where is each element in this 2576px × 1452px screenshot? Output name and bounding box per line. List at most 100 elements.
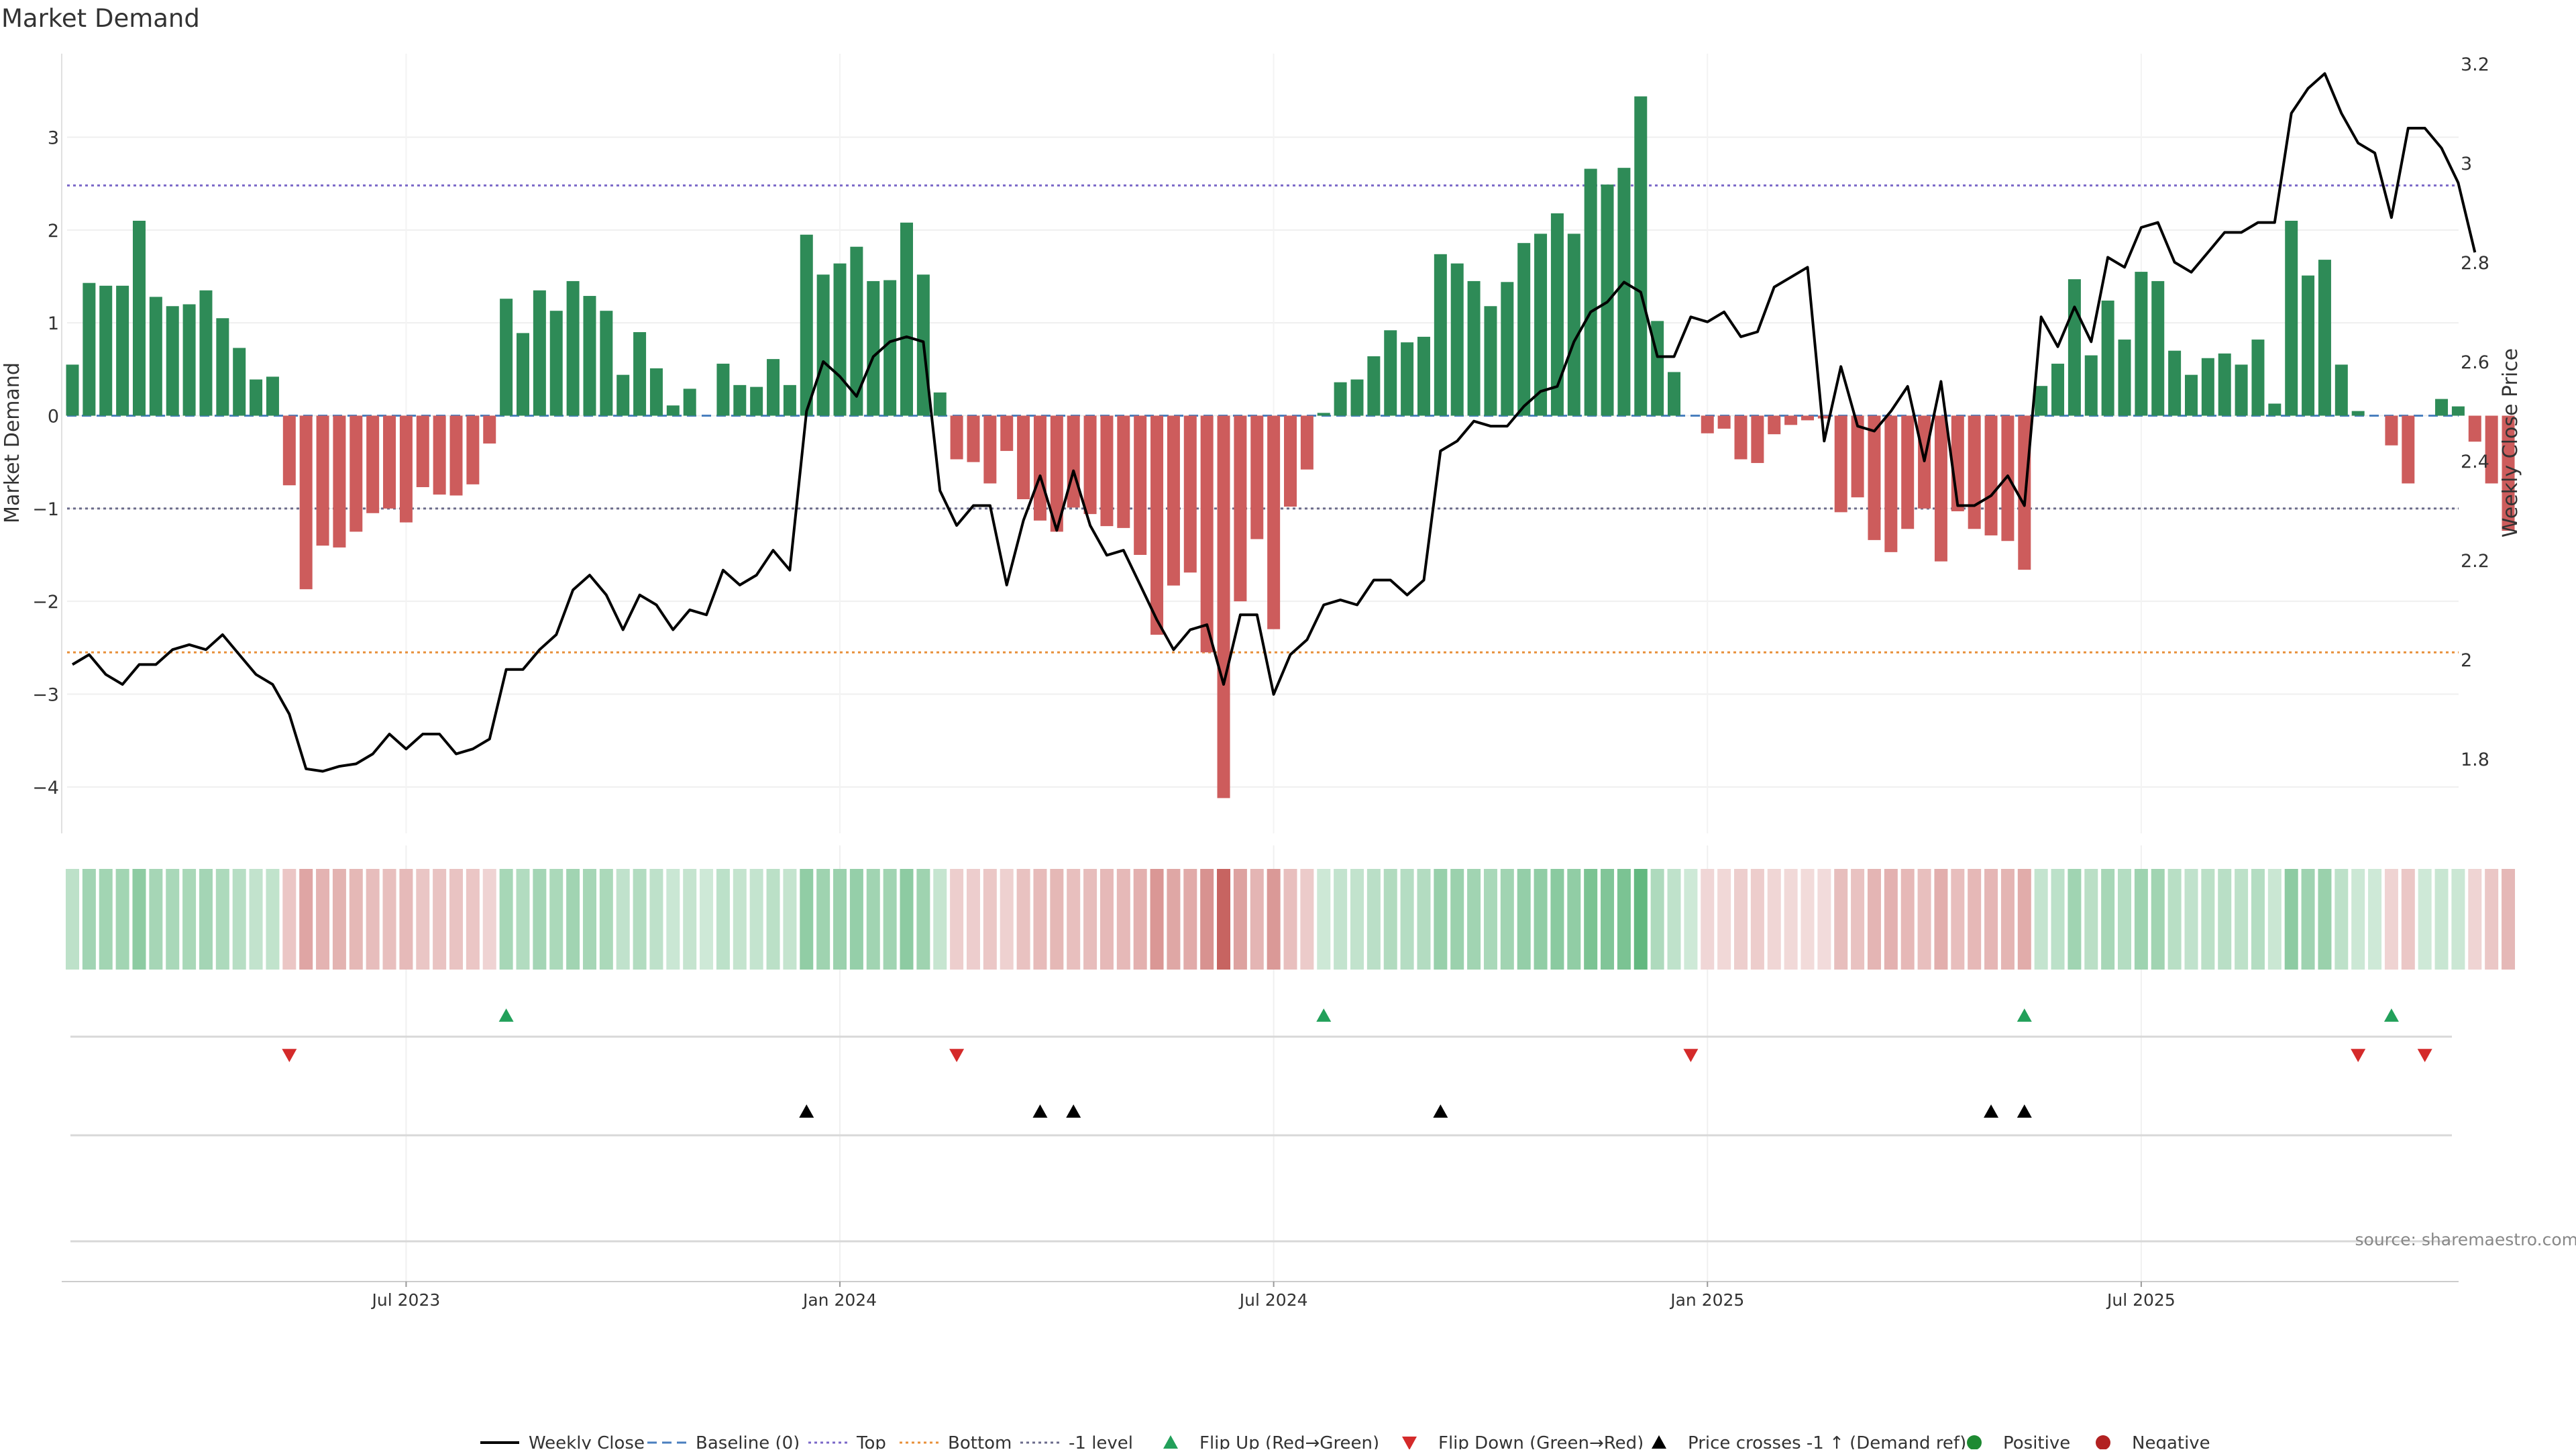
heat-cell	[533, 869, 546, 970]
legend-label: Bottom	[948, 1433, 1012, 1449]
demand-bar-negative	[1000, 416, 1013, 452]
heat-cell	[583, 869, 596, 970]
heat-cell	[2451, 869, 2465, 970]
heat-cell	[566, 869, 580, 970]
heat-cell	[1918, 869, 1931, 970]
heat-cell	[250, 869, 263, 970]
heat-cell	[816, 869, 830, 970]
heat-cell	[116, 869, 129, 970]
source-note: source: sharemaestro.com	[2355, 1230, 2576, 1249]
heat-cell	[2235, 869, 2248, 970]
heat-cell	[1817, 869, 1831, 970]
legend-item: Weekly Close	[480, 1433, 645, 1449]
flip-up-marker	[2017, 1008, 2032, 1022]
demand-heat-strip	[66, 869, 2515, 970]
demand-bar-positive	[1634, 97, 1647, 416]
demand-bar-positive	[867, 281, 879, 416]
y2-tick-label: 2.4	[2461, 452, 2489, 472]
demand-bar-positive	[1568, 234, 1580, 415]
heat-cell	[1017, 869, 1030, 970]
demand-bar-positive	[2151, 281, 2164, 416]
demand-bar-positive	[1484, 306, 1497, 415]
demand-bar-positive	[784, 385, 796, 416]
heat-cell	[916, 869, 930, 970]
legend-label: Top	[856, 1433, 886, 1449]
heat-cell	[600, 869, 613, 970]
demand-bar-positive	[817, 274, 830, 415]
demand-bar-negative	[1117, 416, 1130, 528]
heat-cell	[1134, 869, 1147, 970]
heat-cell	[1534, 869, 1548, 970]
demand-bar-positive	[2218, 354, 2231, 416]
demand-bar-positive	[250, 380, 262, 416]
demand-bar-positive	[667, 405, 680, 415]
heat-cell	[983, 869, 997, 970]
heat-cell	[1067, 869, 1080, 970]
demand-bar-positive	[1434, 254, 1447, 416]
right-y-axis: 1.822.22.42.62.833.2	[2461, 54, 2489, 770]
heat-cell	[483, 869, 496, 970]
heat-cell	[2135, 869, 2148, 970]
heat-cell	[2168, 869, 2182, 970]
heat-cell	[1517, 869, 1531, 970]
heat-cell	[2218, 869, 2231, 970]
heat-cell	[1567, 869, 1580, 970]
demand-bar-negative	[483, 416, 496, 444]
demand-bar-positive	[1617, 168, 1630, 415]
demand-bar-negative	[2402, 416, 2414, 484]
demand-bar-positive	[650, 368, 663, 416]
demand-bar-negative	[383, 416, 396, 509]
flip-up-marker	[2384, 1008, 2399, 1022]
demand-bar-positive	[1585, 169, 1597, 416]
main-gridlines	[67, 54, 2459, 1282]
heat-cell	[1467, 869, 1481, 970]
demand-bar-positive	[800, 235, 813, 416]
heat-cell	[833, 869, 847, 970]
demand-bar-negative	[1985, 416, 1998, 535]
demand-bar-positive	[583, 296, 596, 415]
demand-bar-negative	[983, 416, 996, 484]
demand-bar-positive	[1318, 413, 1330, 415]
legend-label: Flip Up (Red→Green)	[1199, 1433, 1379, 1449]
y-tick-label: −4	[32, 778, 59, 798]
flip-down-marker	[2418, 1049, 2432, 1062]
y-tick-label: −1	[32, 499, 59, 520]
heat-cell	[2334, 869, 2348, 970]
demand-bar-positive	[2118, 340, 2131, 415]
demand-bar-positive	[1334, 382, 1347, 416]
heat-cell	[1484, 869, 1497, 970]
demand-bar-negative	[1884, 416, 1897, 552]
heat-cell	[433, 869, 446, 970]
heat-cell	[350, 869, 363, 970]
demand-bar-negative	[300, 416, 313, 590]
demand-bar-positive	[2185, 375, 2198, 416]
heat-cell	[383, 869, 396, 970]
demand-bar-negative	[1100, 416, 1113, 527]
heat-cell	[2101, 869, 2114, 970]
demand-bar-negative	[1868, 416, 1880, 540]
demand-bar-positive	[616, 375, 629, 416]
heat-cell	[1200, 869, 1214, 970]
heat-cell	[1300, 869, 1313, 970]
demand-bar-positive	[2202, 358, 2214, 416]
demand-bar-positive	[133, 221, 146, 416]
demand-bar-negative	[1167, 416, 1180, 586]
legend-swatch-dot	[2096, 1435, 2110, 1449]
demand-bar-negative	[967, 416, 979, 462]
demand-bar-positive	[567, 281, 580, 416]
y-tick-label: −3	[32, 685, 59, 706]
x-tick-label: Jan 2025	[1669, 1290, 1744, 1310]
heat-cell	[2285, 869, 2298, 970]
legend-item: Price crosses -1 ↑ (Demand ref)	[1652, 1433, 1966, 1449]
heat-cell	[867, 869, 880, 970]
heat-cell	[950, 869, 963, 970]
demand-bar-negative	[1735, 416, 1748, 460]
demand-bar-positive	[2268, 404, 2281, 416]
heat-cell	[2385, 869, 2398, 970]
legend-swatch-triangle-up	[1163, 1435, 1178, 1449]
demand-bar-negative	[1768, 416, 1780, 435]
demand-bar-positive	[2452, 407, 2465, 416]
demand-bar-positive	[216, 318, 229, 415]
demand-bar-negative	[1134, 416, 1146, 556]
